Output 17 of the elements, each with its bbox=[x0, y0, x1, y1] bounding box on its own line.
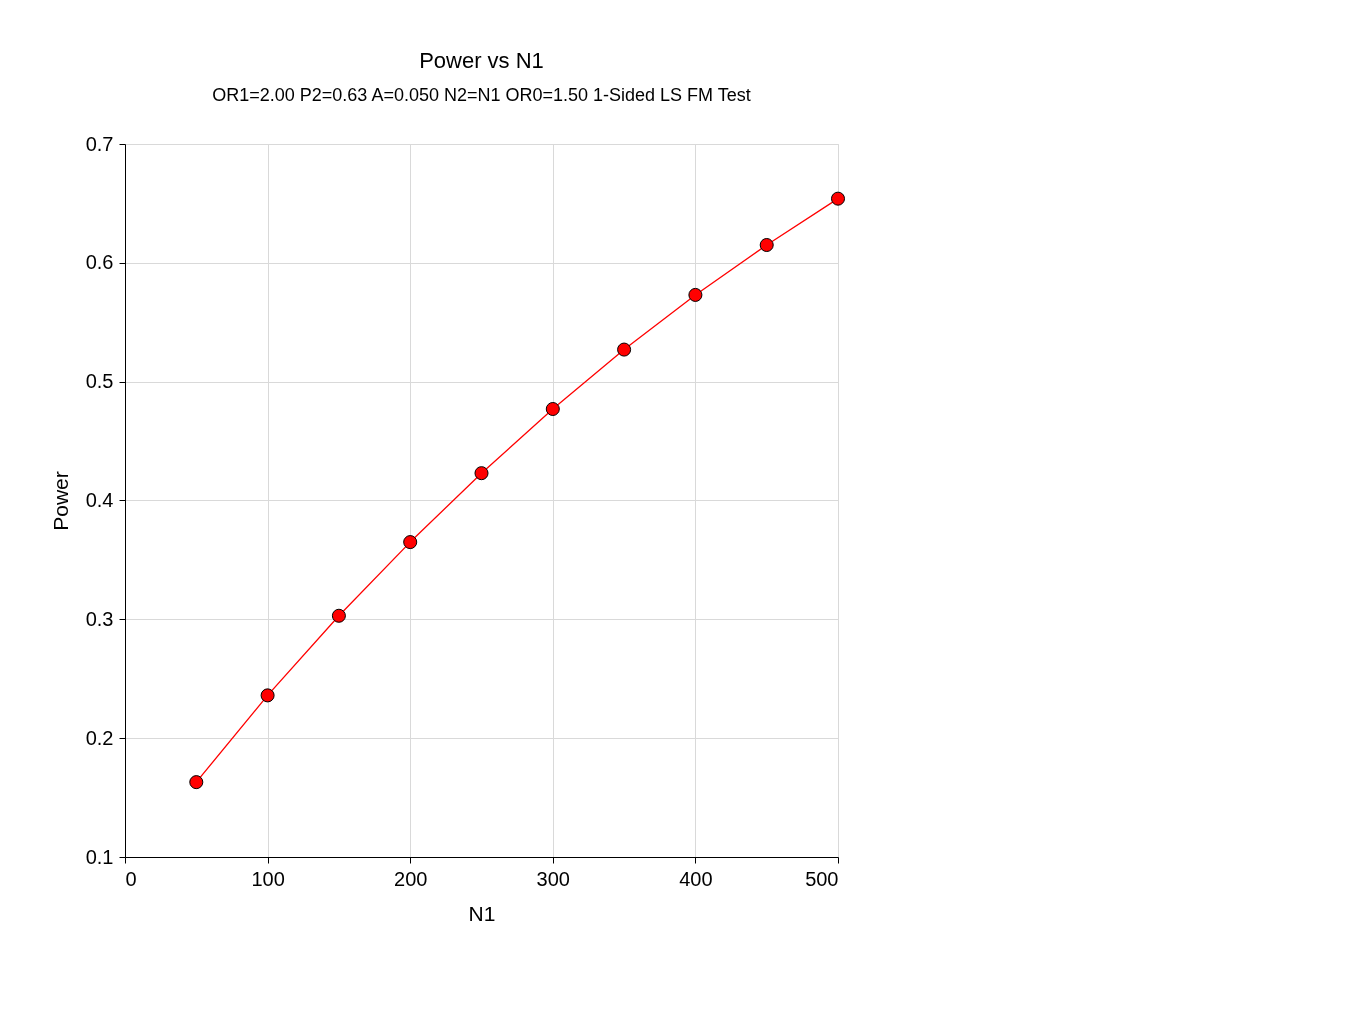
x-tick-label: 0 bbox=[125, 867, 137, 890]
y-tick-label: 0.3 bbox=[85, 607, 114, 630]
y-tick-label: 0.2 bbox=[85, 726, 114, 749]
y-tick-label: 0.7 bbox=[85, 132, 114, 155]
x-tick-label: 100 bbox=[251, 867, 285, 890]
x-tick-label: 400 bbox=[679, 867, 713, 890]
x-axis-title: N1 bbox=[468, 901, 496, 925]
x-tick-label: 500 bbox=[805, 867, 839, 890]
y-tick-label: 0.1 bbox=[85, 845, 114, 868]
chart-title: Power vs N1 bbox=[419, 48, 544, 73]
y-tick-label: 0.5 bbox=[85, 370, 114, 393]
y-tick-label: 0.6 bbox=[85, 251, 114, 274]
y-tick-label: 0.4 bbox=[85, 489, 114, 511]
x-tick-label: 200 bbox=[394, 867, 428, 890]
chart-subtitle: OR1=2.00 P2=0.63 A=0.050 N2=N1 OR0=1.50 1-Sided LS FM Test bbox=[212, 85, 751, 105]
x-tick-label: 300 bbox=[536, 867, 570, 890]
y-axis-title: Power bbox=[48, 471, 72, 531]
